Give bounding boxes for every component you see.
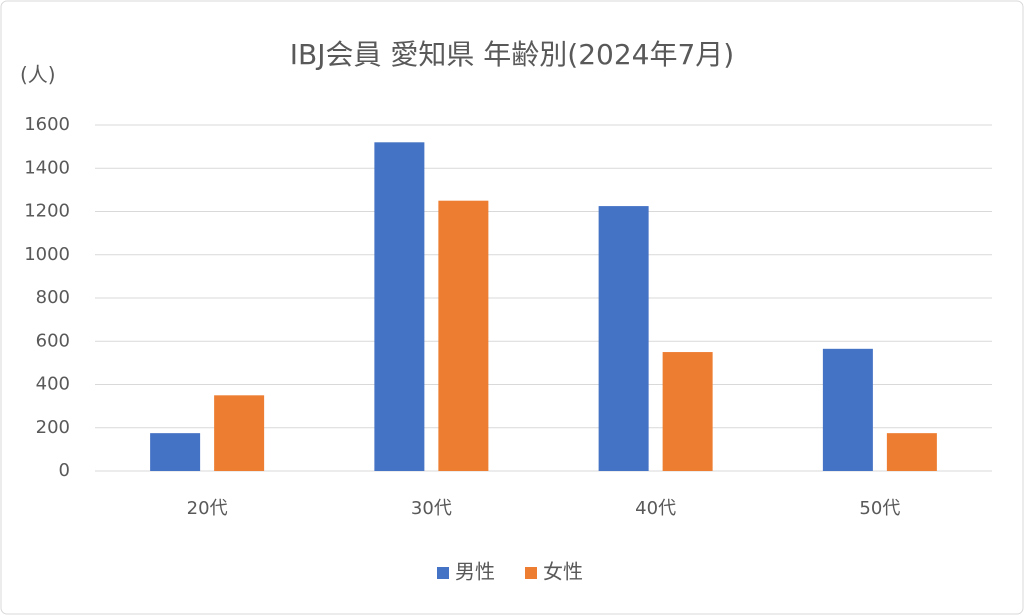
y-tick-label: 0	[59, 460, 70, 481]
y-tick-label: 800	[36, 287, 70, 308]
bar	[438, 200, 489, 471]
chart-title: IBJ会員 愛知県 年齢別(2024年7月)	[290, 38, 734, 71]
x-tick-label: 50代	[859, 498, 900, 519]
bar	[886, 433, 937, 471]
y-tick-label: 1600	[24, 114, 70, 135]
legend-label: 男性	[455, 560, 495, 584]
bar	[374, 142, 425, 472]
legend-swatch	[525, 567, 537, 579]
legend-swatch	[437, 567, 449, 579]
x-tick-label: 20代	[187, 498, 228, 519]
bar	[598, 206, 649, 471]
bar	[214, 395, 265, 471]
y-tick-label: 600	[36, 330, 70, 351]
x-tick-label: 40代	[635, 498, 676, 519]
y-tick-label: 200	[36, 417, 70, 438]
y-tick-label: 1200	[24, 201, 70, 222]
y-tick-label: 400	[36, 374, 70, 395]
bar	[150, 433, 201, 471]
bar	[822, 348, 873, 471]
y-tick-label: 1000	[24, 244, 70, 265]
bar	[662, 352, 713, 471]
y-axis-label: (人)	[20, 63, 56, 87]
x-tick-label: 30代	[411, 498, 452, 519]
y-tick-label: 1400	[24, 157, 70, 178]
legend-label: 女性	[543, 560, 583, 584]
